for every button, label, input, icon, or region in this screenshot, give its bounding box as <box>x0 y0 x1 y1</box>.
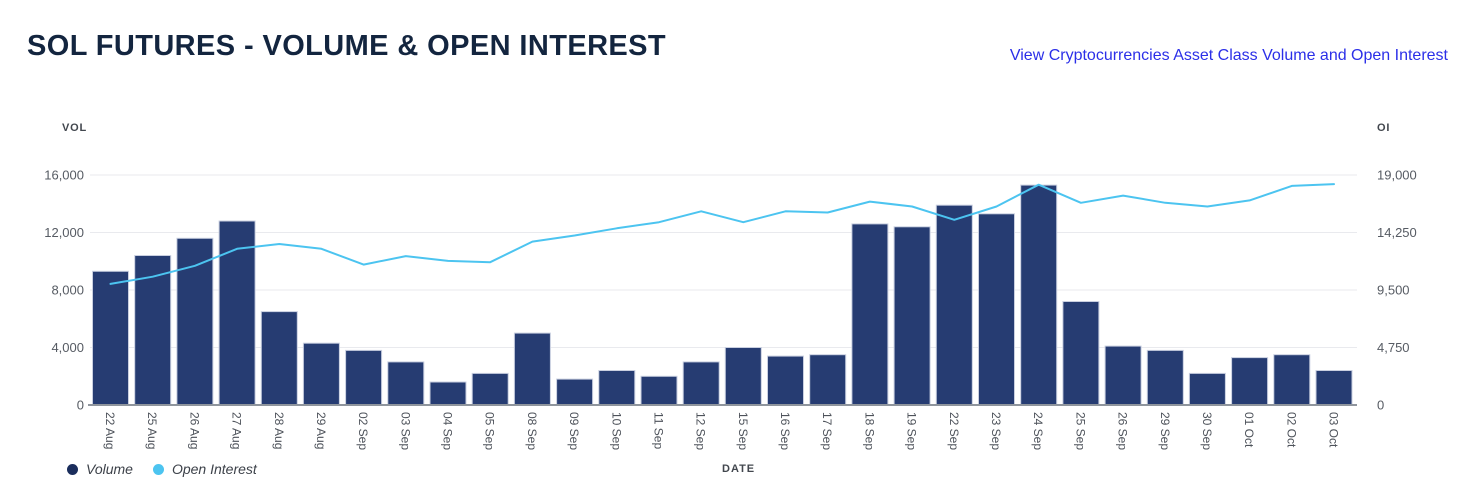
date-label: 22 Sep <box>947 412 961 450</box>
open-interest-line[interactable] <box>109 183 1335 285</box>
volume-bar[interactable] <box>471 372 509 406</box>
volume-bar[interactable] <box>556 378 594 406</box>
date-label: 18 Sep <box>862 412 876 450</box>
volume-bar[interactable] <box>935 204 973 406</box>
date-label: 30 Sep <box>1200 412 1214 450</box>
legend-label-open-interest: Open Interest <box>171 461 257 477</box>
volume-bar[interactable] <box>387 361 425 406</box>
date-label: 29 Aug <box>314 412 328 449</box>
volume-bar[interactable] <box>724 347 762 406</box>
volume-bar[interactable] <box>92 270 129 406</box>
date-label: 04 Sep <box>441 412 455 450</box>
axis-tick-labels: 16,000 19,000 12,000 14,250 8,000 9,500 4,000 4… <box>44 168 1417 413</box>
date-label: 05 Sep <box>483 412 497 450</box>
volume-bar[interactable] <box>893 226 931 406</box>
open-interest-line-group <box>109 183 1335 285</box>
chart-legend: Volume Open Interest <box>67 461 257 477</box>
legend-item-volume[interactable]: Volume <box>67 461 133 477</box>
left-axis-tick: 0 <box>77 398 84 413</box>
gridlines <box>90 174 1357 348</box>
date-label: 24 Sep <box>1031 412 1045 450</box>
right-axis-tick: 9,500 <box>1377 283 1410 298</box>
volume-bar[interactable] <box>1315 370 1353 406</box>
volume-bar[interactable] <box>809 354 847 406</box>
date-label: 15 Sep <box>736 412 750 450</box>
date-label: 26 Aug <box>187 412 201 449</box>
right-axis-tick: 14,250 <box>1377 225 1417 240</box>
x-axis-title: DATE <box>722 463 756 475</box>
volume-bar[interactable] <box>1188 372 1226 406</box>
right-axis-tick: 0 <box>1377 398 1384 413</box>
volume-bar[interactable] <box>1104 345 1142 406</box>
left-axis-tick: 12,000 <box>44 225 84 240</box>
page-title: SOL FUTURES - VOLUME & OPEN INTEREST <box>27 30 667 62</box>
left-axis-tick: 4,000 <box>51 340 84 355</box>
date-labels: 22 Aug 25 Aug 26 Aug 27 Aug 28 Aug 29 Aug 02 S… <box>103 412 1341 450</box>
volume-bar[interactable] <box>345 349 383 406</box>
volume-bar[interactable] <box>598 370 636 406</box>
open-interest-swatch-icon <box>152 463 164 475</box>
legend-item-open-interest[interactable]: Open Interest <box>152 461 257 477</box>
volume-bar[interactable] <box>1273 354 1311 406</box>
date-label: 03 Oct <box>1327 412 1341 448</box>
date-label: 01 Oct <box>1242 412 1256 448</box>
volume-bar[interactable] <box>302 342 340 406</box>
left-axis-label: VOL <box>62 122 88 134</box>
date-label: 03 Sep <box>398 412 412 450</box>
right-axis-tick: 4,750 <box>1377 340 1410 355</box>
date-label: 12 Sep <box>694 412 708 450</box>
volume-bars <box>92 184 1353 406</box>
date-label: 23 Sep <box>989 412 1003 450</box>
date-label: 10 Sep <box>609 412 623 450</box>
volume-open-interest-chart: 16,000 19,000 12,000 14,250 8,000 9,500 4,000 4… <box>44 168 1417 451</box>
volume-bar[interactable] <box>260 311 298 406</box>
date-label: 08 Sep <box>525 412 539 450</box>
asset-class-link[interactable]: View Cryptocurrencies Asset Class Volume… <box>1009 47 1448 64</box>
date-label: 28 Aug <box>272 412 286 449</box>
volume-bar[interactable] <box>218 220 256 406</box>
volume-bar[interactable] <box>1020 184 1058 406</box>
date-label: 19 Sep <box>905 412 919 450</box>
right-axis-tick: 19,000 <box>1377 168 1417 183</box>
volume-bar[interactable] <box>513 332 551 406</box>
volume-bar[interactable] <box>682 361 720 406</box>
volume-bar[interactable] <box>134 255 172 406</box>
date-label: 11 Sep <box>652 412 666 449</box>
date-label: 25 Aug <box>145 412 159 449</box>
left-axis-tick: 16,000 <box>44 168 84 183</box>
volume-bar[interactable] <box>429 381 467 406</box>
date-label: 25 Sep <box>1073 412 1087 450</box>
date-label: 17 Sep <box>820 412 834 450</box>
volume-swatch-icon <box>67 463 78 475</box>
right-axis-label: OI <box>1377 122 1391 134</box>
date-label: 02 Sep <box>356 412 370 450</box>
volume-bar[interactable] <box>1231 357 1269 406</box>
volume-bar[interactable] <box>1062 301 1100 406</box>
volume-bar[interactable] <box>640 375 678 406</box>
date-label: 29 Sep <box>1158 412 1172 450</box>
date-label: 09 Sep <box>567 412 581 450</box>
date-label: 27 Aug <box>230 412 244 449</box>
legend-label-volume: Volume <box>86 461 133 477</box>
date-label: 02 Oct <box>1284 412 1298 448</box>
volume-bar[interactable] <box>176 237 214 406</box>
volume-bar[interactable] <box>851 223 889 406</box>
volume-bar[interactable] <box>767 355 804 406</box>
left-axis-tick: 8,000 <box>51 283 84 298</box>
volume-bar[interactable] <box>978 213 1015 406</box>
date-label: 26 Sep <box>1116 412 1130 450</box>
volume-bar[interactable] <box>1146 349 1184 406</box>
date-label: 22 Aug <box>103 412 117 449</box>
date-label: 16 Sep <box>778 412 792 450</box>
